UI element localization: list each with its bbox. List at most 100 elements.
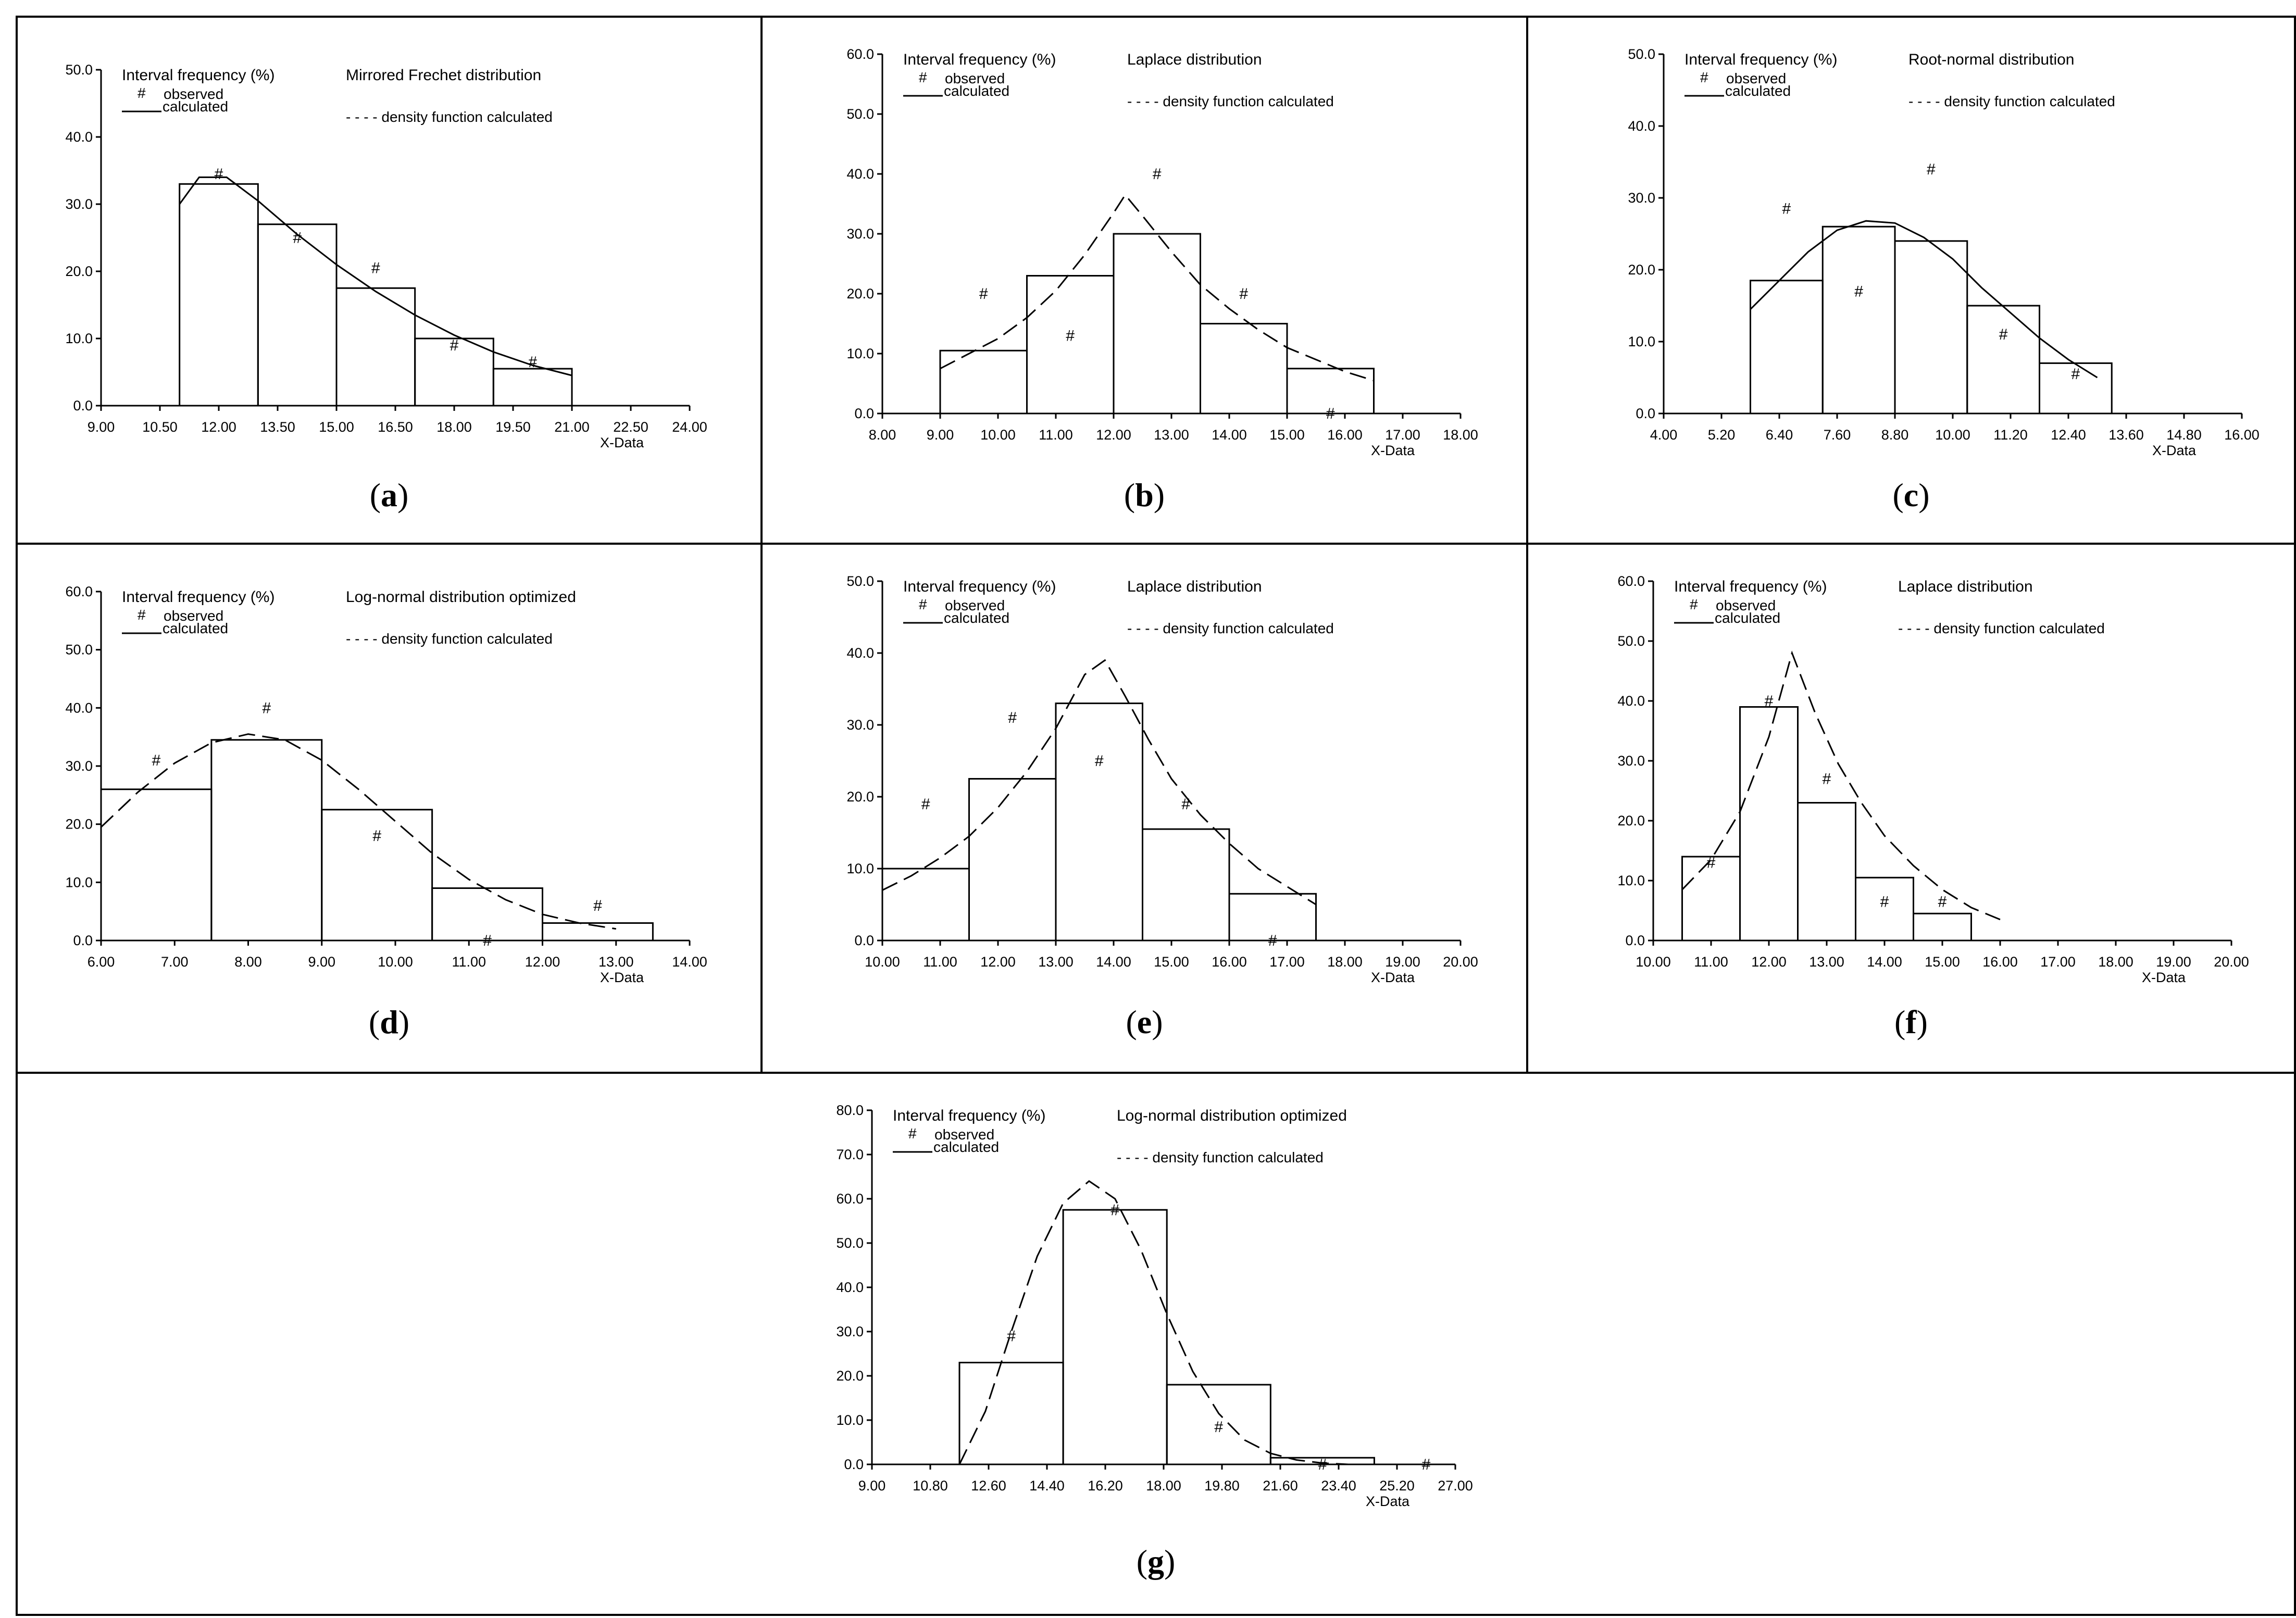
x-tick-label: 16.20 xyxy=(1088,1478,1123,1494)
observed-marker: # xyxy=(593,897,602,914)
y-tick-label: 50.0 xyxy=(846,573,874,589)
y-tick-label: 40.0 xyxy=(836,1280,864,1295)
caption-b: (b) xyxy=(1124,476,1165,513)
x-tick-label: 11.00 xyxy=(923,954,957,970)
y-tick-label: 30.0 xyxy=(65,196,93,212)
histogram-bar xyxy=(1166,1384,1271,1465)
y-tick-label: 30.0 xyxy=(846,717,874,733)
x-tick-label: 27.00 xyxy=(1438,1478,1473,1494)
histogram-bar xyxy=(1739,706,1799,942)
legend-density-label: - - - - density function calculated xyxy=(346,631,553,647)
y-tick-label: 60.0 xyxy=(846,46,874,62)
y-tick-label: 20.0 xyxy=(1617,813,1645,829)
histogram-bar xyxy=(1855,876,1914,942)
y-tick-label: 20.0 xyxy=(846,286,874,302)
y-tick-label: 10.0 xyxy=(1628,334,1655,349)
y-tick-label: 10.0 xyxy=(846,861,874,876)
observed-marker: # xyxy=(262,699,271,717)
x-tick-label: 9.00 xyxy=(88,419,115,435)
y-axis-title: Interval frequency (%) xyxy=(903,578,1056,595)
y-axis-title: Interval frequency (%) xyxy=(893,1107,1045,1124)
histogram-bar xyxy=(1913,912,1972,942)
density-curve xyxy=(1750,220,2098,379)
x-tick-label: 24.00 xyxy=(672,419,707,435)
x-tick-label: 22.50 xyxy=(613,419,648,435)
x-tick-label: 10.80 xyxy=(913,1478,948,1494)
x-tick-label: 12.60 xyxy=(971,1478,1006,1494)
chart-c: 0.0 10.0 20.0 30.0 40.0 50.0 4.00 5.20 6.40 7.60 8… xyxy=(1628,46,2259,458)
caption-c: (c) xyxy=(1892,476,1930,513)
y-tick-label: 20.0 xyxy=(65,817,93,832)
x-tick-label: 10.50 xyxy=(142,419,178,435)
histogram-bar xyxy=(100,788,213,942)
x-tick-label: 15.00 xyxy=(1154,954,1189,970)
x-tick-label: 19.00 xyxy=(1385,954,1420,970)
x-tick-label: 15.00 xyxy=(1269,427,1305,443)
chart-b: 0.0 10.0 20.0 30.0 40.0 50.0 60.0 8.00 9.00 10.00… xyxy=(846,46,1478,458)
panel-b: 0.0 10.0 20.0 30.0 40.0 50.0 60.0 8.00 9.00 10.00… xyxy=(760,16,1528,545)
x-tick-label: 15.00 xyxy=(1925,954,1960,970)
x-tick-label: 12.00 xyxy=(1096,427,1131,443)
y-tick-label: 0.0 xyxy=(854,406,874,421)
x-tick-label: 8.00 xyxy=(234,954,262,970)
observed-marker: # xyxy=(1938,893,1947,910)
x-tick-label: 18.00 xyxy=(1443,427,1478,443)
observed-marker: # xyxy=(1095,752,1104,770)
x-axis-label: X-Data xyxy=(1371,443,1415,458)
observed-marker: # xyxy=(1782,200,1791,218)
density-curve xyxy=(179,176,572,377)
observed-marker: # xyxy=(1707,855,1716,872)
x-tick-label: 18.00 xyxy=(2098,954,2133,970)
x-tick-label: 13.00 xyxy=(598,954,634,970)
observed-marker: # xyxy=(1008,709,1017,726)
histogram-bar xyxy=(1228,893,1317,942)
observed-marker: # xyxy=(1066,328,1075,345)
x-axis-label: X-Data xyxy=(2152,443,2197,458)
x-tick-label: 13.50 xyxy=(260,419,295,435)
y-axis-title: Interval frequency (%) xyxy=(903,51,1056,68)
observed-marker: # xyxy=(2072,366,2080,383)
observed-marker: # xyxy=(1318,1456,1327,1473)
x-tick-label: 16.00 xyxy=(1327,427,1363,443)
legend-calculated-label: calculated xyxy=(163,620,228,636)
x-tick-label: 21.60 xyxy=(1263,1478,1298,1494)
x-axis-label: X-Data xyxy=(600,435,644,450)
y-tick-label: 20.0 xyxy=(65,264,93,279)
x-tick-label: 12.40 xyxy=(2051,427,2086,443)
y-tick-label: 80.0 xyxy=(836,1102,864,1118)
y-tick-label: 50.0 xyxy=(846,106,874,122)
legend-calculated-label: calculated xyxy=(944,610,1009,626)
x-tick-label: 5.20 xyxy=(1708,427,1736,443)
histogram-bar xyxy=(881,868,970,942)
chart-f: 0.0 10.0 20.0 30.0 40.0 50.0 60.0 10.00 11.00 12.… xyxy=(1617,573,2249,985)
y-tick-label: 0.0 xyxy=(73,933,93,948)
x-axis-label: X-Data xyxy=(1371,970,1415,985)
y-tick-label: 0.0 xyxy=(73,398,93,413)
x-tick-label: 9.00 xyxy=(308,954,335,970)
legend-density-label: - - - - density function calculated xyxy=(1117,1149,1324,1165)
observed-marker: # xyxy=(1214,1419,1223,1436)
density-curve xyxy=(882,659,1317,906)
y-tick-label: 40.0 xyxy=(846,645,874,661)
chart-title: Laplace distribution xyxy=(1898,578,2033,595)
y-tick-label: 50.0 xyxy=(836,1235,864,1251)
x-tick-label: 19.50 xyxy=(495,419,531,435)
x-tick-label: 12.00 xyxy=(1751,954,1787,970)
observed-marker: # xyxy=(979,285,988,303)
y-axis-title: Interval frequency (%) xyxy=(1674,578,1827,595)
legend-density-label: - - - - density function calculated xyxy=(1127,620,1334,636)
x-tick-label: 11.00 xyxy=(1039,427,1073,443)
y-tick-label: 10.0 xyxy=(65,331,93,346)
observed-marker: # xyxy=(1999,326,2008,343)
histogram-bar xyxy=(1750,280,1824,415)
x-tick-label: 10.00 xyxy=(1636,954,1671,970)
density-curve xyxy=(1681,650,2001,921)
y-tick-label: 10.0 xyxy=(846,346,874,361)
x-tick-label: 8.80 xyxy=(1881,427,1909,443)
observed-marker: # xyxy=(528,354,537,371)
x-tick-label: 23.40 xyxy=(1321,1478,1356,1494)
panel-g: 0.0 10.0 20.0 30.0 40.0 50.0 60.0 70.0 80.0 9.00 1… xyxy=(16,1072,2296,1616)
chart-a: 0.0 10.0 20.0 30.0 40.0 50.0 9.00 10.50 12.00 13.… xyxy=(65,62,707,450)
histogram-bar xyxy=(1113,233,1201,415)
histogram-bar xyxy=(335,287,416,407)
